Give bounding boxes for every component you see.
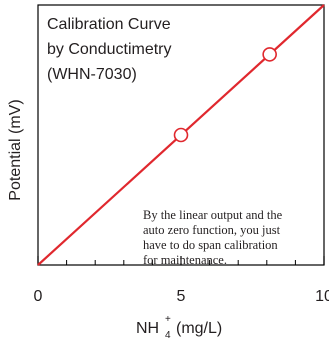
series-layer [37,4,325,266]
chart-title-line-3: (WHN-7030) [47,66,137,83]
x-axis-label-superscript: + [165,314,171,325]
annotation-line-4: for maintenance. [143,253,227,267]
x-tick-label-10: 10 [315,288,329,305]
x-axis-label-unit: (mg/L) [176,320,222,337]
annotation-line-1: By the linear output and the [143,208,283,222]
y-axis-label: Potential (mV) [7,99,24,200]
annotation-line-3: have to do span calibration [143,238,278,252]
x-axis-label-base: NH [136,320,159,337]
x-axis-label: NH [136,320,159,337]
x-axis-ticks [37,256,325,265]
calibration-point-1 [173,127,189,143]
chart-title-line-2: by Conductimetry [47,41,172,58]
x-tick-label-5: 5 [177,288,186,305]
x-tick-label-0: 0 [34,288,43,305]
calibration-point-2 [262,47,277,62]
chart-title-line-1: Calibration Curve [47,16,171,33]
x-axis-label-subscript: 4 [165,330,171,341]
annotation-line-2: auto zero function, you just [143,223,281,237]
